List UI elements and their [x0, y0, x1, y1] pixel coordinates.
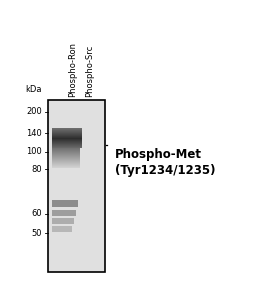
Text: 140: 140 — [26, 128, 42, 138]
Text: Phospho-Src: Phospho-Src — [85, 45, 94, 97]
Text: Phospho-Ron: Phospho-Ron — [68, 42, 77, 97]
Text: 200: 200 — [26, 107, 42, 117]
Text: kDa: kDa — [25, 85, 42, 94]
Text: 80: 80 — [31, 165, 42, 173]
Text: 60: 60 — [31, 210, 42, 218]
Text: 50: 50 — [31, 229, 42, 237]
Text: Phospho-Met
(Tyr1234/1235): Phospho-Met (Tyr1234/1235) — [115, 148, 216, 177]
Text: 100: 100 — [26, 147, 42, 157]
Bar — [48, 100, 105, 272]
